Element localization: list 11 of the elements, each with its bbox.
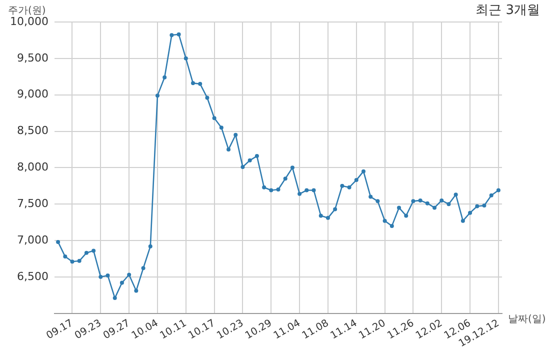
y-axis-title: 주가(원) xyxy=(8,6,46,17)
y-tick-label: 8,500 xyxy=(16,124,48,138)
y-tick-label: 6,500 xyxy=(16,270,48,283)
y-tick-label: 7,000 xyxy=(16,233,48,246)
y-tick-label: 8,000 xyxy=(16,160,48,174)
y-tick-label: 9,500 xyxy=(16,51,48,64)
chart-title: 최근 3개월 xyxy=(476,2,540,18)
x-axis-title: 날짜(일) xyxy=(508,314,546,325)
y-tick-label: 9,000 xyxy=(16,88,48,101)
y-tick-label: 7,500 xyxy=(16,196,48,210)
y-tick-label: 10,000 xyxy=(10,14,48,28)
